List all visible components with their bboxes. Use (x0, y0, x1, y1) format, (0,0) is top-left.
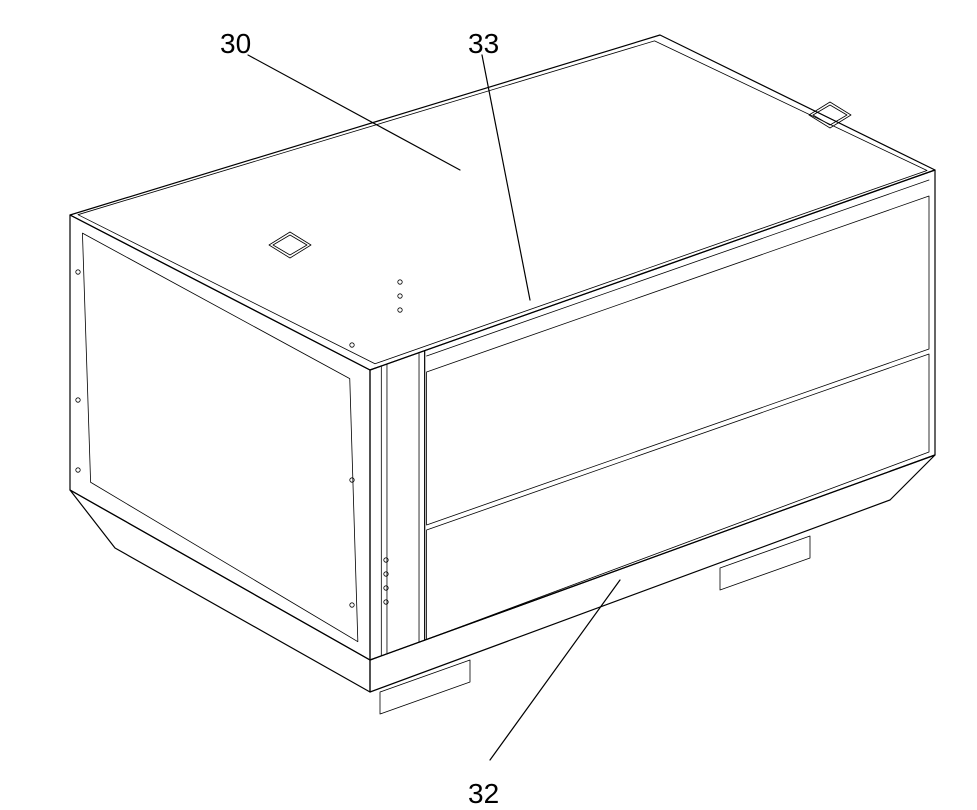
label-32: 32 (468, 778, 499, 810)
label-33: 33 (468, 28, 499, 60)
label-30: 30 (220, 28, 251, 60)
